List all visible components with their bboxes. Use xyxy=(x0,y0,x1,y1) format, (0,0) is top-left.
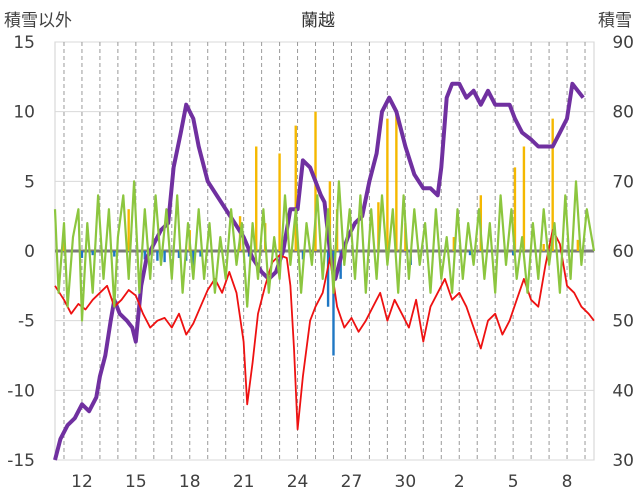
left-tick-label: 5 xyxy=(24,172,35,192)
sunshine-bar xyxy=(468,251,472,256)
x-tick-label: 8 xyxy=(562,472,573,492)
x-tick-label: 2 xyxy=(454,472,465,492)
precip-bar xyxy=(278,153,281,251)
left-tick-label: 10 xyxy=(13,103,35,123)
sunshine-bar xyxy=(511,251,515,256)
precip-bar xyxy=(294,125,297,251)
right-axis-label: 積雪 xyxy=(598,11,632,31)
precip-bar xyxy=(551,118,554,251)
axes: -15 -10 -5 0 5 10 15 30 40 50 60 70 80 90 12 15 18 21 24 27… xyxy=(7,33,634,492)
precip-bar xyxy=(513,167,517,251)
precip-bar xyxy=(328,181,332,251)
right-tick-label: 30 xyxy=(612,451,634,471)
left-tick-label: 0 xyxy=(24,242,35,262)
temperature-line xyxy=(54,229,595,431)
x-tick-label: 21 xyxy=(233,472,255,492)
precip-bar xyxy=(522,146,526,251)
sunshine-bar xyxy=(326,251,330,307)
sunshine-bar xyxy=(177,251,181,258)
sunshine-bar xyxy=(91,251,94,256)
right-tick-label: 50 xyxy=(612,312,634,332)
precip-bar xyxy=(127,209,130,251)
sunshine-bar xyxy=(163,251,166,263)
left-tick-label: -15 xyxy=(7,451,35,471)
chart-title: 蘭越 xyxy=(301,11,335,31)
precip-bar xyxy=(576,239,580,251)
sunshine-bar xyxy=(80,251,84,258)
sunshine-bar xyxy=(143,251,147,260)
left-tick-label: -10 xyxy=(7,381,35,401)
precip-bar xyxy=(386,118,389,251)
precip-bar xyxy=(452,237,456,251)
left-axis-label: 積雪以外 xyxy=(4,11,72,31)
left-tick-label: 15 xyxy=(13,33,35,53)
left-tick-label: -5 xyxy=(18,312,35,332)
sunshine-bar xyxy=(113,251,116,257)
line-series xyxy=(53,81,596,461)
sunshine-bar xyxy=(192,251,195,268)
snow-depth-line xyxy=(53,81,585,461)
x-tick-label: 18 xyxy=(179,472,201,492)
sunshine-bar xyxy=(199,251,202,257)
right-tick-label: 80 xyxy=(612,103,634,123)
precip-bar xyxy=(395,111,398,252)
x-tick-label: 12 xyxy=(71,472,93,492)
x-tick-label: 5 xyxy=(508,472,519,492)
wind-line xyxy=(53,180,596,322)
sunshine-bar xyxy=(332,251,335,356)
right-tick-label: 40 xyxy=(612,381,634,401)
sunshine-bar xyxy=(156,251,159,261)
x-tick-label: 15 xyxy=(125,472,147,492)
right-tick-label: 90 xyxy=(612,33,634,53)
x-tick-label: 30 xyxy=(395,472,417,492)
precip-bar xyxy=(255,146,258,251)
precip-bar xyxy=(377,202,380,251)
precip-bar xyxy=(542,244,545,251)
x-tick-label: 27 xyxy=(341,472,363,492)
x-tick-label: 24 xyxy=(287,472,309,492)
right-tick-label: 70 xyxy=(612,172,634,192)
right-tick-label: 60 xyxy=(612,242,634,262)
